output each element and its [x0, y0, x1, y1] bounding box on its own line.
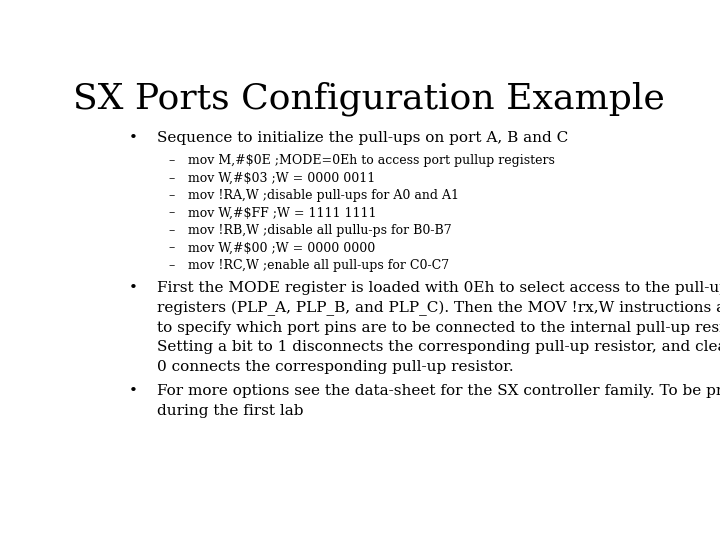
Text: –: –	[168, 241, 174, 254]
Text: Setting a bit to 1 disconnects the corresponding pull-up resistor, and clearing : Setting a bit to 1 disconnects the corre…	[157, 341, 720, 354]
Text: mov W,#$03 ;W = 0000 0011: mov W,#$03 ;W = 0000 0011	[188, 172, 375, 185]
Text: 0 connects the corresponding pull-up resistor.: 0 connects the corresponding pull-up res…	[157, 360, 513, 374]
Text: SX Ports Configuration Example: SX Ports Configuration Example	[73, 82, 665, 116]
Text: •: •	[129, 281, 138, 295]
Text: –: –	[168, 172, 174, 185]
Text: mov !RB,W ;disable all pullu-ps for B0-B7: mov !RB,W ;disable all pullu-ps for B0-B…	[188, 224, 451, 237]
Text: For more options see the data-sheet for the SX controller family. To be provided: For more options see the data-sheet for …	[157, 384, 720, 398]
Text: Sequence to initialize the pull-ups on port A, B and C: Sequence to initialize the pull-ups on p…	[157, 131, 568, 145]
Text: mov W,#$00 ;W = 0000 0000: mov W,#$00 ;W = 0000 0000	[188, 241, 375, 254]
Text: •: •	[129, 131, 138, 145]
Text: mov W,#$FF ;W = 1111 1111: mov W,#$FF ;W = 1111 1111	[188, 207, 376, 220]
Text: •: •	[129, 384, 138, 398]
Text: –: –	[168, 224, 174, 237]
Text: registers (PLP_A, PLP_B, and PLP_C). Then the MOV !rx,W instructions are used: registers (PLP_A, PLP_B, and PLP_C). The…	[157, 301, 720, 316]
Text: mov !RC,W ;enable all pull-ups for C0-C7: mov !RC,W ;enable all pull-ups for C0-C7	[188, 259, 449, 272]
Text: –: –	[168, 189, 174, 202]
Text: First the MODE register is loaded with 0Eh to select access to the pull-up contr: First the MODE register is loaded with 0…	[157, 281, 720, 295]
Text: –: –	[168, 207, 174, 220]
Text: mov M,#$0E ;MODE=0Eh to access port pullup registers: mov M,#$0E ;MODE=0Eh to access port pull…	[188, 154, 554, 167]
Text: to specify which port pins are to be connected to the internal pull-up resistors: to specify which port pins are to be con…	[157, 321, 720, 334]
Text: mov !RA,W ;disable pull-ups for A0 and A1: mov !RA,W ;disable pull-ups for A0 and A…	[188, 189, 459, 202]
Text: –: –	[168, 154, 174, 167]
Text: during the first lab: during the first lab	[157, 404, 303, 417]
Text: –: –	[168, 259, 174, 272]
